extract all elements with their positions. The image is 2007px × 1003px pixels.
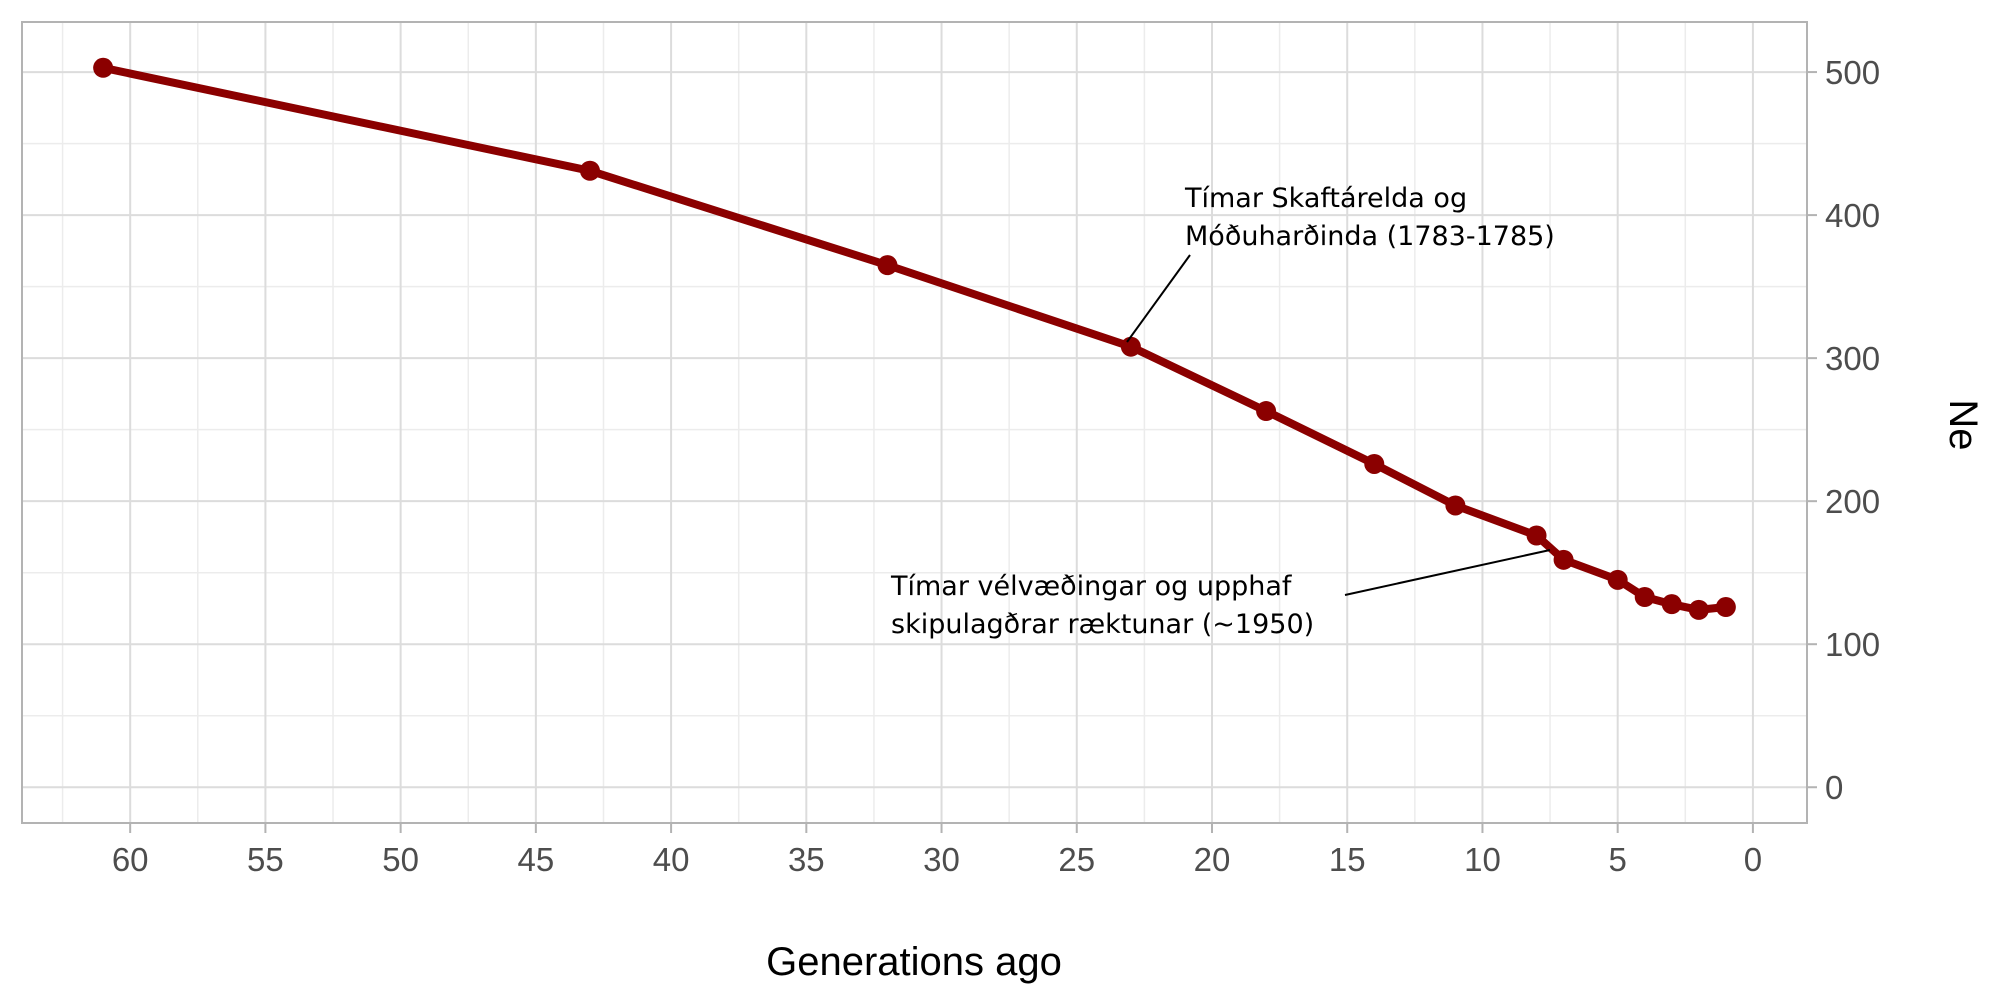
x-tick-label: 60 bbox=[112, 841, 149, 878]
annotation-leader-line bbox=[1344, 549, 1551, 596]
y-tick-label: 400 bbox=[1825, 197, 1880, 234]
annotation-label-line: skipulagðrar ræktunar (~1950) bbox=[891, 609, 1314, 640]
x-tick-label: 5 bbox=[1609, 841, 1627, 878]
annotation-label: Tímar Skaftárelda og Móðuharðinda (1783-1… bbox=[1184, 183, 1555, 252]
y-tick-labels: 0 100 200 300 400 500 bbox=[1825, 54, 1880, 806]
grid-major bbox=[22, 22, 1807, 823]
data-point bbox=[1120, 336, 1141, 357]
data-point bbox=[579, 160, 600, 181]
x-tick-label: 15 bbox=[1329, 841, 1366, 878]
x-tick-label: 45 bbox=[518, 841, 555, 878]
annotation-label-line: Tímar vélvæðingar og upphaf bbox=[890, 571, 1293, 602]
annotation-label-line: Tímar Skaftárelda og bbox=[1184, 183, 1467, 214]
data-point bbox=[1607, 569, 1628, 590]
data-point bbox=[1634, 587, 1655, 608]
x-tick-labels: 60 55 50 45 40 35 30 25 20 15 10 5 0 bbox=[112, 841, 1762, 878]
y-tick-label: 200 bbox=[1825, 483, 1880, 520]
data-point bbox=[1364, 453, 1385, 474]
data-point bbox=[1445, 495, 1466, 516]
grid-minor bbox=[22, 22, 1807, 823]
data-point bbox=[1715, 597, 1736, 618]
y-axis-title: Ne bbox=[1941, 399, 1985, 450]
x-tick-label: 55 bbox=[247, 841, 284, 878]
x-tick-label: 40 bbox=[653, 841, 690, 878]
data-point bbox=[1688, 599, 1709, 620]
axis-ticks bbox=[129, 71, 1817, 833]
y-tick-label: 0 bbox=[1825, 769, 1843, 806]
series-layer bbox=[93, 57, 1736, 620]
data-point bbox=[1256, 401, 1277, 422]
data-point bbox=[1526, 525, 1547, 546]
x-tick-label: 35 bbox=[788, 841, 825, 878]
x-tick-label: 25 bbox=[1058, 841, 1095, 878]
annotation-label-line: Móðuharðinda (1783-1785) bbox=[1185, 221, 1555, 252]
annotation-label: Tímar vélvæðingar og upphaf skipulagðrar … bbox=[890, 571, 1314, 640]
x-tick-label: 20 bbox=[1194, 841, 1231, 878]
y-tick-label: 300 bbox=[1825, 340, 1880, 377]
x-axis-title: Generations ago bbox=[766, 940, 1062, 984]
annotation-layer: Tímar Skaftárelda og Móðuharðinda (1783-1… bbox=[890, 183, 1555, 640]
data-point bbox=[1553, 549, 1574, 570]
y-tick-label: 500 bbox=[1825, 54, 1880, 91]
x-tick-label: 10 bbox=[1464, 841, 1501, 878]
panel-border bbox=[21, 21, 1808, 824]
data-point bbox=[93, 57, 114, 78]
panel-background bbox=[22, 22, 1807, 823]
data-point bbox=[1661, 594, 1682, 615]
x-tick-label: 30 bbox=[923, 841, 960, 878]
x-tick-label: 0 bbox=[1744, 841, 1762, 878]
y-tick-label: 100 bbox=[1825, 626, 1880, 663]
data-point bbox=[877, 255, 898, 276]
x-tick-label: 50 bbox=[382, 841, 419, 878]
annotation-leader-line bbox=[1126, 254, 1191, 343]
